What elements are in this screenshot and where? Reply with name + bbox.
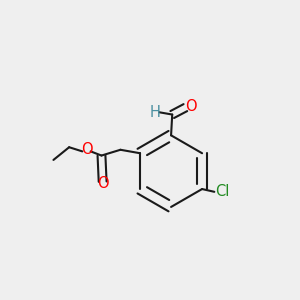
Text: O: O bbox=[97, 176, 109, 191]
Text: O: O bbox=[186, 99, 197, 114]
Text: H: H bbox=[149, 105, 160, 120]
Text: Cl: Cl bbox=[215, 184, 230, 199]
Text: O: O bbox=[81, 142, 92, 157]
